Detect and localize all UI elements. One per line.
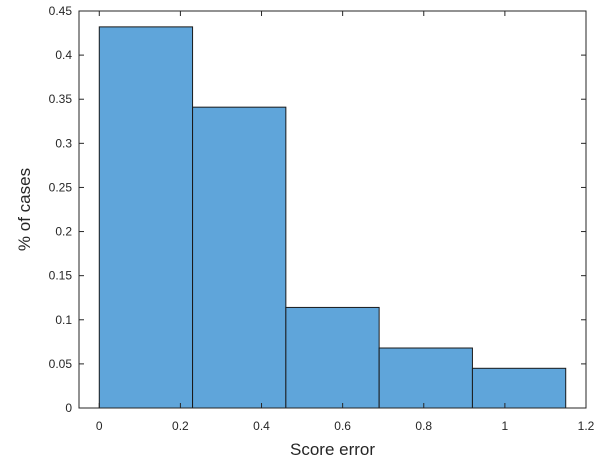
tick-labels-group: 0 0.2 0.4 0.6 0.8 1 1.2 0 0.05 0.1 0.15 0.2 0.25 0.3 0… <box>49 4 595 433</box>
histogram-bar-3 <box>285 306 380 409</box>
histogram-bar-2 <box>192 106 287 409</box>
y-tick-label: 0.1 <box>55 313 72 327</box>
x-tick-label: 0.6 <box>334 419 351 433</box>
histogram-bar-1 <box>98 26 194 409</box>
histogram-bar-5 <box>471 367 567 409</box>
x-tick-label: 0.2 <box>172 419 189 433</box>
x-tick-label: 0.8 <box>415 419 432 433</box>
x-tick-label: 1 <box>502 419 509 433</box>
y-tick-label: 0.05 <box>49 357 73 371</box>
x-tick-label: 0 <box>96 419 103 433</box>
y-tick-label: 0.25 <box>49 180 73 194</box>
y-tick-label: 0.4 <box>55 48 72 62</box>
bars-group <box>98 26 567 409</box>
histogram-bar-4 <box>378 347 473 409</box>
y-tick-label: 0.2 <box>55 225 72 239</box>
y-tick-label: 0.3 <box>55 136 72 150</box>
x-axis-label: Score error <box>290 440 375 459</box>
plot-frame <box>78 10 587 409</box>
y-tick-label: 0.45 <box>49 4 73 18</box>
plot-area <box>78 10 587 409</box>
y-tick-label: 0.15 <box>49 269 73 283</box>
y-tick-label: 0 <box>65 401 72 415</box>
x-tick-label: 0.4 <box>253 419 270 433</box>
y-axis-label: % of cases <box>15 168 34 251</box>
y-tick-label: 0.35 <box>49 92 73 106</box>
x-tick-label: 1.2 <box>578 419 595 433</box>
